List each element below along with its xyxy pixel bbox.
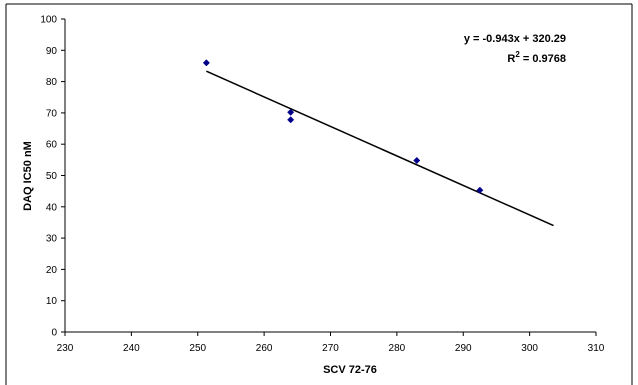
r-squared-exponent: 2 [515, 50, 520, 59]
data-points [202, 59, 484, 194]
y-tick-label: 10 [46, 296, 58, 307]
r-squared-label: R2 = 0.9768 [507, 50, 566, 65]
x-tick-label: 280 [389, 343, 406, 354]
x-axis-title: SCV 72-76 [323, 364, 377, 376]
y-axis-title: DAQ IC50 nM [22, 141, 34, 211]
r-squared-value: = 0.9768 [520, 53, 566, 65]
trendline-group [206, 70, 554, 227]
y-tick-label: 70 [46, 108, 58, 119]
x-tick-label: 260 [256, 343, 273, 354]
x-axis-ticks: 230 240 250 260 270 280 290 300 310 [57, 332, 605, 354]
y-tick-label: 100 [40, 15, 57, 26]
data-point [476, 186, 484, 194]
y-tick-label: 90 [46, 46, 58, 57]
x-tick-label: 300 [521, 343, 538, 354]
y-tick-label: 50 [46, 171, 58, 182]
data-point [202, 59, 210, 67]
x-tick-label: 310 [588, 343, 605, 354]
x-tick-label: 290 [455, 343, 472, 354]
y-tick-label: 80 [46, 77, 58, 88]
y-tick-label: 0 [51, 328, 57, 339]
y-tick-label: 30 [46, 234, 58, 245]
y-axis-ticks: 0 10 20 30 40 50 60 70 80 90 100 [40, 15, 65, 339]
x-tick-label: 230 [57, 343, 74, 354]
r-squared-prefix: R [507, 53, 515, 65]
y-tick-label: 40 [46, 202, 58, 213]
x-tick-label: 240 [123, 343, 140, 354]
x-tick-label: 270 [322, 343, 339, 354]
data-point [287, 108, 295, 116]
trendline [206, 70, 554, 227]
x-tick-label: 250 [189, 343, 206, 354]
trendline-equation: y = -0.943x + 320.29 [464, 33, 566, 45]
y-tick-label: 60 [46, 140, 58, 151]
data-point [413, 156, 421, 165]
data-point [287, 116, 295, 124]
y-tick-label: 20 [46, 265, 58, 276]
